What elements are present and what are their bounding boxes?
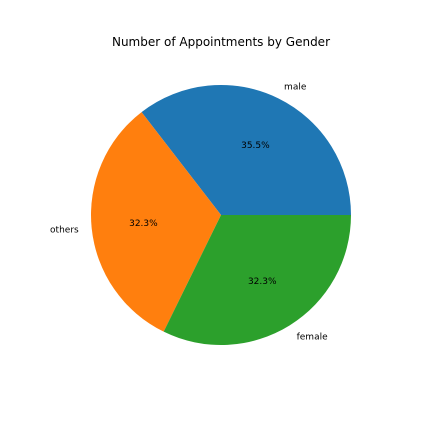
- pie-category-label-others: others: [50, 225, 79, 235]
- pie-percent-label-others: 32.3%: [129, 219, 158, 229]
- pie-percent-label-male: 35.5%: [241, 141, 270, 151]
- pie-category-label-male: male: [284, 83, 307, 93]
- pie-slice-female: [163, 215, 351, 346]
- pie-category-label-female: female: [297, 332, 328, 342]
- pie-percent-label-female: 32.3%: [248, 277, 277, 287]
- pie-slice-others: [91, 112, 221, 332]
- pie-slice-male: [141, 84, 351, 215]
- chart-title: Number of Appointments by Gender: [112, 35, 330, 49]
- pie-slices: [91, 84, 351, 346]
- pie-labels: 35.5% male 32.3% others 32.3% female: [50, 83, 328, 343]
